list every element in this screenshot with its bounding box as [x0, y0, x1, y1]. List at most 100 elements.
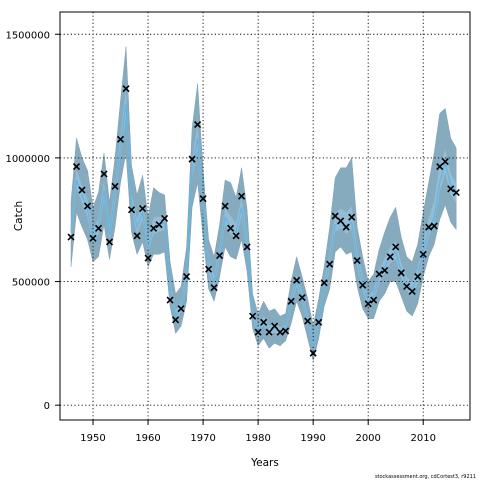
observed-point-1974 [221, 202, 229, 210]
observed-point-1979 [249, 312, 257, 320]
observed-point-stroke-b [364, 300, 372, 308]
observed-point-2013 [436, 162, 444, 171]
observed-point-2009 [414, 273, 422, 281]
observed-point-stroke-b [122, 85, 130, 93]
observed-point-stroke-b [116, 135, 125, 143]
observed-point-stroke-b [337, 217, 345, 225]
observed-point-stroke-b [216, 251, 224, 260]
x-tick-label-2010: 2010 [410, 433, 435, 444]
observed-point-stroke-b [375, 270, 383, 278]
observed-point-stroke-b [408, 287, 416, 295]
observed-point-stroke-b [227, 224, 235, 232]
observed-point-stroke-b [160, 214, 169, 223]
observed-point-1966 [177, 305, 185, 313]
observed-point-1971 [205, 265, 213, 273]
observed-point-1981 [260, 318, 268, 326]
observed-point-stroke-b [138, 205, 147, 213]
observed-point-stroke-b [254, 328, 262, 336]
observed-point-stroke-b [78, 186, 86, 194]
observed-point-stroke-b [249, 312, 257, 320]
observed-point-1978 [243, 243, 251, 251]
observed-point-stroke-b [359, 281, 367, 289]
x-tick-label-1980: 1980 [245, 433, 270, 444]
observed-point-1984 [276, 328, 284, 336]
observed-point-1958 [133, 232, 141, 240]
observed-point-1985 [282, 327, 290, 335]
observed-point-stroke-b [282, 327, 290, 335]
observed-point-stroke-b [287, 297, 295, 305]
observed-point-1963 [160, 214, 169, 223]
observed-point-1968 [188, 155, 196, 163]
observed-point-stroke-b [111, 182, 119, 190]
observed-point-1946 [67, 233, 75, 241]
observed-point-2000 [364, 300, 372, 308]
observed-point-stroke-b [419, 250, 427, 258]
interval-band-outer [70, 46, 457, 361]
observed-point-1995 [337, 217, 345, 225]
observed-point-stroke-b [149, 224, 158, 232]
observed-point-stroke-b [166, 296, 174, 304]
observed-point-1997 [348, 213, 356, 221]
observed-point-stroke-b [430, 222, 438, 230]
observed-point-1998 [353, 256, 361, 265]
observed-point-1948 [78, 186, 86, 194]
observed-point-stroke-b [199, 195, 207, 203]
observed-point-stroke-b [271, 322, 279, 330]
observed-point-1987 [293, 276, 301, 284]
observed-point-stroke-b [386, 253, 394, 261]
observed-point-stroke-b [67, 233, 75, 241]
x-tick-label-1960: 1960 [135, 433, 160, 444]
observed-point-2001 [370, 296, 378, 304]
observed-point-stroke-b [100, 170, 108, 178]
observed-point-stroke-b [155, 221, 163, 229]
observed-point-stroke-b [441, 158, 449, 166]
observed-point-stroke-b [381, 266, 389, 274]
observed-point-1993 [326, 260, 334, 268]
observed-point-stroke-b [210, 284, 218, 292]
observed-point-1962 [155, 221, 163, 229]
observed-point-1977 [238, 192, 246, 200]
y-tick-label-1500000: 1500000 [5, 30, 50, 41]
observed-point-stroke-b [72, 162, 81, 171]
observed-point-2007 [403, 282, 411, 291]
y-tick-label-0: 0 [44, 401, 50, 412]
observed-point-1983 [271, 322, 279, 330]
observed-point-1952 [100, 170, 108, 178]
observed-point-stroke-b [172, 316, 180, 324]
observed-point-stroke-b [447, 185, 455, 193]
observed-point-1954 [111, 182, 119, 190]
observed-point-1994 [331, 212, 339, 220]
observed-point-1955 [116, 135, 125, 143]
observed-point-stroke-b [342, 223, 350, 231]
observed-point-1999 [359, 281, 367, 289]
observed-point-1991 [315, 318, 323, 326]
observed-point-stroke-b [265, 328, 273, 336]
observed-point-2004 [386, 253, 394, 261]
observed-point-stroke-b [238, 192, 246, 200]
observed-point-1950 [89, 234, 97, 242]
interval-band-outer-area [70, 46, 457, 361]
observed-point-stroke-b [304, 317, 312, 325]
observed-point-1947 [72, 162, 81, 171]
observed-point-1961 [149, 224, 158, 232]
observed-point-stroke-b [392, 243, 400, 251]
observed-point-stroke-b [309, 349, 317, 357]
observed-point-1988 [298, 294, 306, 302]
observed-point-stroke-b [298, 294, 306, 302]
observed-point-1960 [144, 254, 152, 262]
observed-point-stroke-b [414, 273, 422, 281]
y-tick-label-500000: 500000 [12, 278, 50, 289]
observed-point-stroke-b [276, 328, 284, 336]
observed-point-2011 [425, 223, 433, 231]
observed-point-2015 [447, 185, 455, 193]
observed-point-stroke-b [353, 256, 361, 265]
axes: 1950 1960 1970 1980 1990 2000 2010 0 500000 10000… [5, 30, 435, 444]
x-axis-title: Years [250, 457, 279, 469]
observed-point-2014 [441, 158, 449, 166]
observed-point-1972 [210, 284, 218, 292]
observed-point-2002 [375, 270, 383, 278]
observed-point-1996 [342, 223, 350, 231]
observed-point-1992 [320, 279, 328, 287]
observed-point-stroke-b [260, 318, 268, 326]
